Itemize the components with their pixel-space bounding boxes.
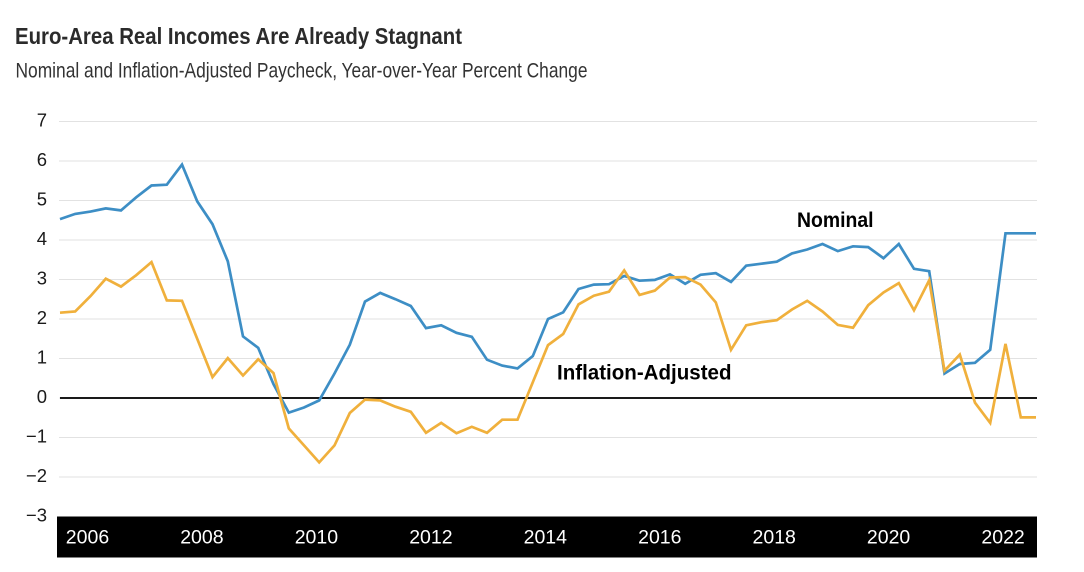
svg-text:3: 3 (37, 268, 47, 289)
svg-text:Nominal and Inflation-Adjusted: Nominal and Inflation-Adjusted Paycheck,… (16, 59, 588, 82)
svg-text:−1: −1 (26, 426, 47, 447)
svg-text:4: 4 (37, 228, 47, 249)
svg-text:2010: 2010 (295, 527, 339, 549)
svg-text:1: 1 (37, 347, 47, 368)
svg-text:−2: −2 (26, 465, 47, 486)
svg-text:5: 5 (37, 189, 47, 210)
svg-text:0: 0 (37, 386, 47, 407)
svg-text:Inflation-Adjusted: Inflation-Adjusted (557, 361, 732, 384)
svg-text:2020: 2020 (867, 527, 911, 549)
svg-text:2016: 2016 (638, 527, 681, 549)
svg-text:2014: 2014 (524, 527, 568, 549)
svg-text:2008: 2008 (180, 527, 223, 549)
svg-text:7: 7 (37, 110, 47, 131)
svg-text:Nominal: Nominal (797, 209, 874, 232)
svg-text:2018: 2018 (753, 527, 796, 549)
svg-text:2: 2 (37, 307, 47, 328)
svg-text:2006: 2006 (66, 527, 109, 549)
svg-text:2022: 2022 (981, 527, 1024, 549)
svg-text:6: 6 (37, 149, 47, 170)
svg-text:2012: 2012 (409, 527, 452, 549)
svg-text:Euro-Area Real Incomes Are Alr: Euro-Area Real Incomes Are Already Stagn… (15, 23, 462, 49)
svg-text:−3: −3 (26, 505, 47, 526)
